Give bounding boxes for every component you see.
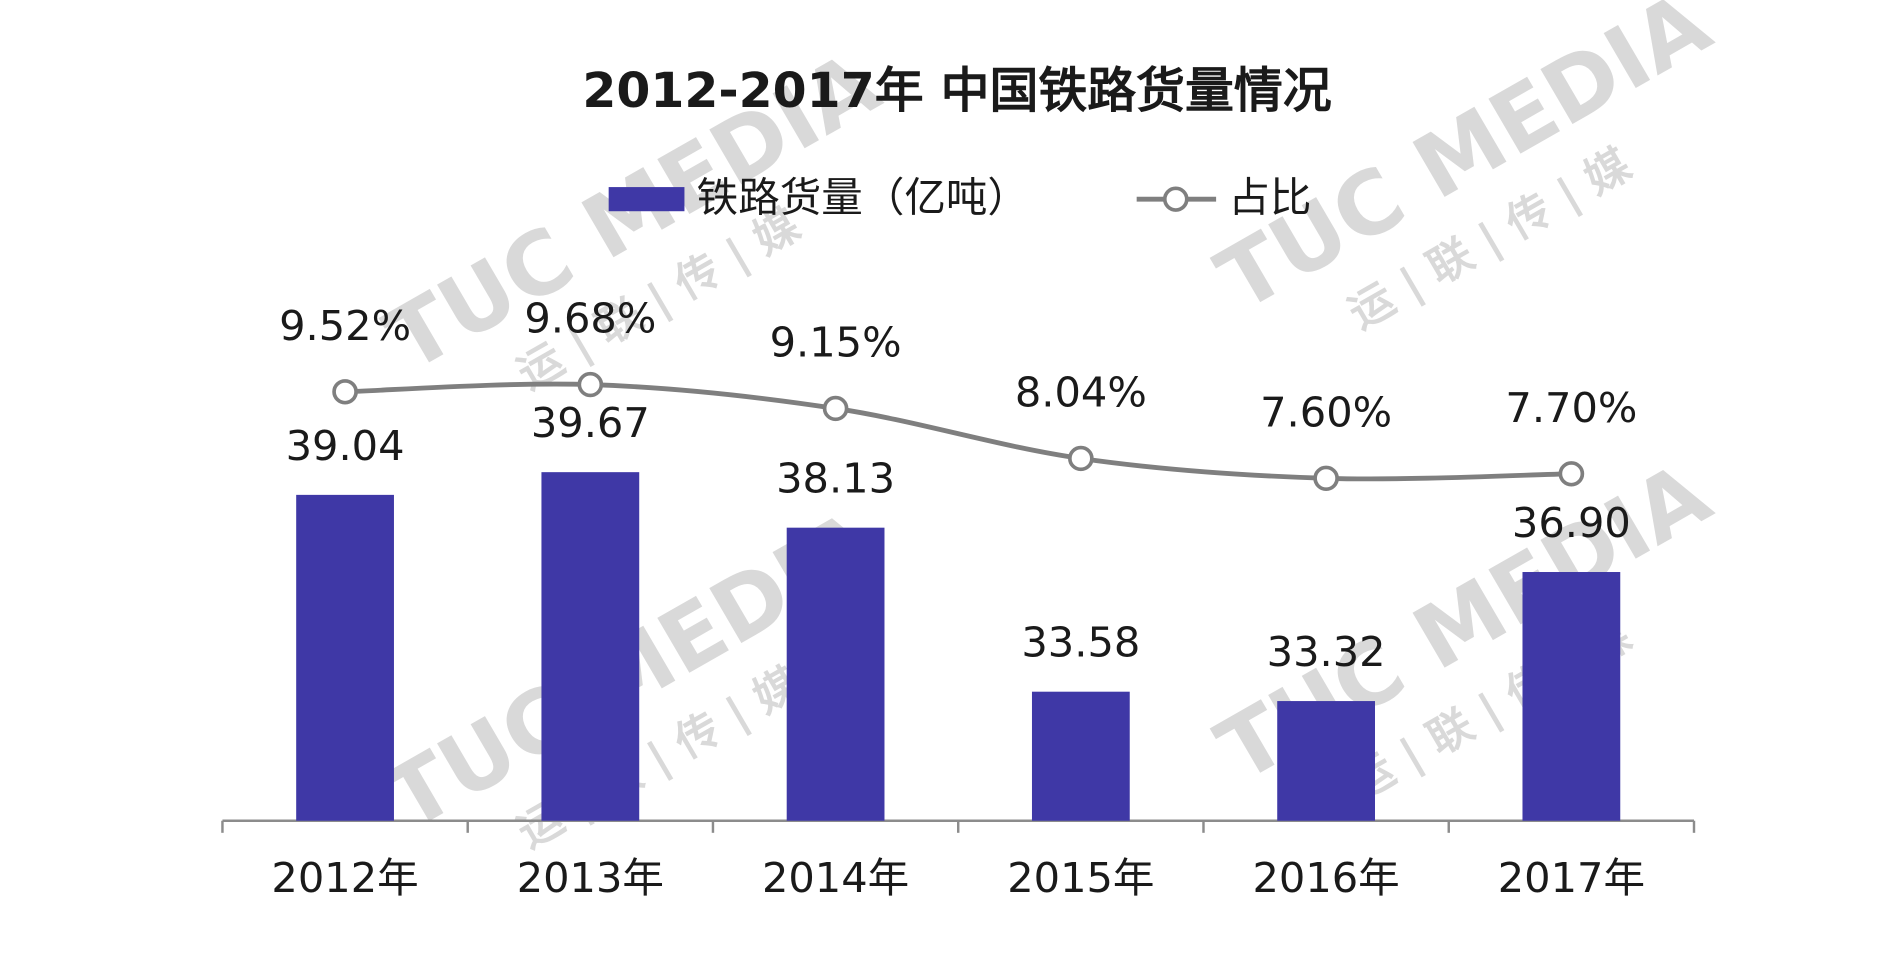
data-label: 8.04% — [1015, 369, 1147, 417]
data-label: 7.60% — [1260, 389, 1392, 437]
data-label: 33.58 — [1021, 619, 1140, 667]
data-label: 33.32 — [1267, 628, 1386, 676]
line-marker — [822, 395, 849, 422]
data-label: 9.15% — [770, 319, 902, 367]
legend: 铁路货量（亿吨） 占比 — [608, 174, 1311, 222]
legend-label: 铁路货量（亿吨） — [697, 174, 1029, 222]
x-tick-label: 2015年 — [1007, 854, 1154, 902]
bar — [541, 472, 640, 821]
line-marker — [332, 379, 358, 405]
data-label: 9.52% — [279, 302, 411, 350]
chart-title: 2012-2017年 中国铁路货量情况 — [582, 63, 1331, 119]
bar — [786, 527, 885, 821]
line — [345, 381, 1572, 482]
x-tick-label: 2016年 — [1252, 854, 1399, 902]
legend-swatch — [1162, 186, 1189, 212]
line-marker — [577, 371, 604, 398]
bar — [1277, 701, 1375, 821]
x-tick-label: 2014年 — [762, 854, 909, 902]
legend-swatch — [608, 187, 685, 212]
data-label: 9.68% — [524, 295, 656, 343]
line-marker — [1558, 461, 1585, 487]
bar — [296, 494, 394, 821]
x-tick-label: 2013年 — [517, 854, 664, 902]
legend-label: 占比 — [1228, 174, 1311, 222]
line-marker — [1068, 445, 1094, 472]
x-tick-label: 2017年 — [1498, 854, 1645, 902]
data-label: 36.90 — [1512, 499, 1631, 547]
data-label: 38.13 — [776, 455, 895, 503]
bar — [1031, 691, 1130, 821]
x-tick-label: 2012年 — [271, 854, 418, 902]
data-label: 7.70% — [1505, 384, 1637, 432]
data-label: 39.04 — [286, 422, 405, 470]
data-label: 39.67 — [531, 399, 650, 447]
line-marker — [1313, 465, 1339, 491]
bar — [1522, 572, 1621, 821]
